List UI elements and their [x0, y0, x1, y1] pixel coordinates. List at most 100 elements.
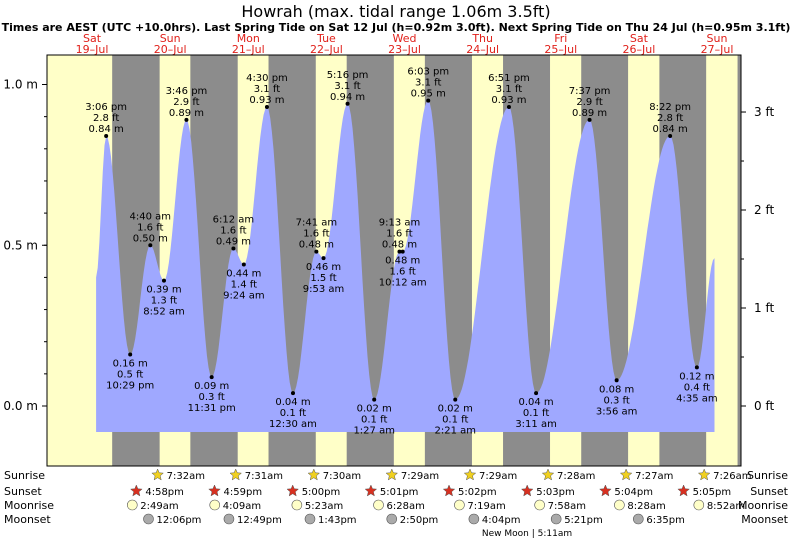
- sunset-time: 4:59pm: [224, 487, 263, 498]
- sunrise-icon: [541, 468, 555, 481]
- tide-height-ft: 0.1 ft: [280, 408, 306, 419]
- low-tide-label: 0.46 m1.5 ft9:53 am: [303, 256, 345, 295]
- sun-moon-times: 7:32am 7:31am 7:30am 7:29am 7:29am 7:28am 7:27…: [126, 468, 751, 526]
- sunset-time: 5:01pm: [380, 487, 419, 498]
- day-label-date: 25–Jul: [544, 43, 577, 56]
- y-left-tick-label: 0.0 m: [3, 399, 38, 413]
- low-tide-label: 0.39 m1.3 ft8:52 am: [143, 278, 185, 318]
- high-tide-label: 7:37 pm2.9 ft0.89 m: [569, 86, 610, 122]
- high-tide-label: 9:13 am1.6 ft0.48 m: [379, 218, 420, 254]
- tide-point: [290, 391, 295, 396]
- day-label-date: 21–Jul: [232, 43, 265, 56]
- plot-frame: [46, 54, 742, 467]
- sunset-icon: [520, 484, 534, 497]
- moonrise-icon: [291, 499, 303, 511]
- sunrise-time: 7:30am: [323, 471, 361, 482]
- day-label-weekday: Wed: [393, 32, 417, 45]
- tide-height-m: 0.02 m: [357, 404, 392, 415]
- tide-time: 4:40 am: [130, 211, 172, 222]
- day-label-date: 24–Jul: [466, 43, 499, 56]
- sunrise-icon: [229, 468, 243, 481]
- tide-height-m: 0.84 m: [653, 124, 688, 135]
- tide-point: [231, 246, 236, 251]
- tide-height-m: 0.48 m: [385, 256, 420, 267]
- day-label-weekday: Sun: [707, 32, 728, 45]
- sunrise-icon: [151, 468, 164, 481]
- tide-height-ft: 1.4 ft: [231, 280, 257, 291]
- high-tide-label: 4:40 am1.6 ft0.50 m: [130, 211, 172, 248]
- sunset-row-label-right: Sunset: [750, 485, 788, 498]
- moonset-time: 5:21pm: [564, 515, 603, 526]
- row-labels-left: Sunrise Sunset Moonrise Moonset: [4, 469, 54, 526]
- day-label-date: 26–Jul: [623, 43, 656, 56]
- y-left-tick-label: 0.5 m: [3, 238, 38, 252]
- moonrise-icon: [373, 499, 384, 511]
- sunset-icon: [129, 484, 143, 497]
- day-label-weekday: Sat: [83, 32, 102, 45]
- tide-point: [104, 133, 109, 138]
- low-tide-label: 0.02 m0.1 ft2:21 am: [434, 397, 476, 437]
- moonset-icon: [223, 513, 235, 525]
- moon-phase-note: New Moon | 5:11am: [482, 529, 572, 539]
- day-label-date: 27–Jul: [701, 43, 734, 56]
- tide-time: 9:53 am: [303, 284, 345, 295]
- sunrise-icon: [307, 468, 321, 481]
- moonrise-time: 7:19am: [467, 501, 505, 512]
- sunrise-time: 7:32am: [167, 471, 205, 482]
- tide-time: 8:52 am: [143, 307, 185, 318]
- sunset-icon: [364, 484, 378, 497]
- moonset-row-label: Moonset: [4, 513, 51, 526]
- tide-height-ft: 1.6 ft: [386, 229, 412, 240]
- moonset-time: 12:06pm: [157, 515, 202, 526]
- moonrise-icon: [693, 499, 705, 511]
- moonset-icon: [143, 513, 154, 525]
- tide-height-m: 0.84 m: [89, 124, 124, 135]
- tide-point: [209, 375, 214, 380]
- moonrise-row-label: Moonrise: [4, 499, 54, 512]
- day-band: [47, 55, 59, 466]
- tide-point: [184, 117, 189, 122]
- moonrise-icon: [126, 499, 138, 511]
- sunset-time: 5:05pm: [693, 487, 732, 498]
- tide-height-ft: 0.1 ft: [361, 415, 387, 426]
- sunrise-time: 7:29am: [479, 471, 517, 482]
- moonrise-time: 6:28am: [387, 501, 425, 512]
- tide-time: 4:35 am: [676, 393, 718, 404]
- tide-time: 5:16 pm: [327, 70, 369, 81]
- moonset-icon: [304, 513, 316, 525]
- sunrise-time: 7:31am: [245, 471, 283, 482]
- moonset-time: 12:49pm: [237, 515, 282, 526]
- tide-height-m: 0.95 m: [411, 89, 446, 100]
- moonset-icon: [468, 513, 480, 525]
- low-tide-label: 0.12 m0.4 ft4:35 am: [676, 365, 718, 404]
- tide-time: 7:41 am: [296, 218, 338, 229]
- y-right-tick-label: 3 ft: [754, 105, 774, 119]
- tide-time: 6:51 pm: [488, 73, 530, 84]
- tide-height-ft: 2.8 ft: [93, 113, 119, 124]
- tide-height-m: 0.09 m: [194, 381, 229, 392]
- tide-time: 4:30 pm: [246, 73, 288, 84]
- moonrise-time: 7:58am: [548, 501, 586, 512]
- sunrise-icon: [385, 468, 399, 481]
- tide-time: 8:22 pm: [649, 102, 691, 113]
- tide-height-m: 0.44 m: [226, 269, 261, 280]
- tide-height-m: 0.94 m: [330, 92, 365, 103]
- tide-height-ft: 3.1 ft: [334, 81, 360, 92]
- tide-height-ft: 3.1 ft: [415, 78, 441, 89]
- tide-height-ft: 0.3 ft: [603, 395, 629, 406]
- high-tide-label: 6:51 pm3.1 ft0.93 m: [488, 73, 530, 110]
- moonset-row-label-right: Moonset: [741, 513, 788, 526]
- tide-point: [264, 105, 269, 110]
- moonrise-time: 2:49am: [140, 501, 178, 512]
- tide-height-ft: 3.1 ft: [254, 84, 280, 95]
